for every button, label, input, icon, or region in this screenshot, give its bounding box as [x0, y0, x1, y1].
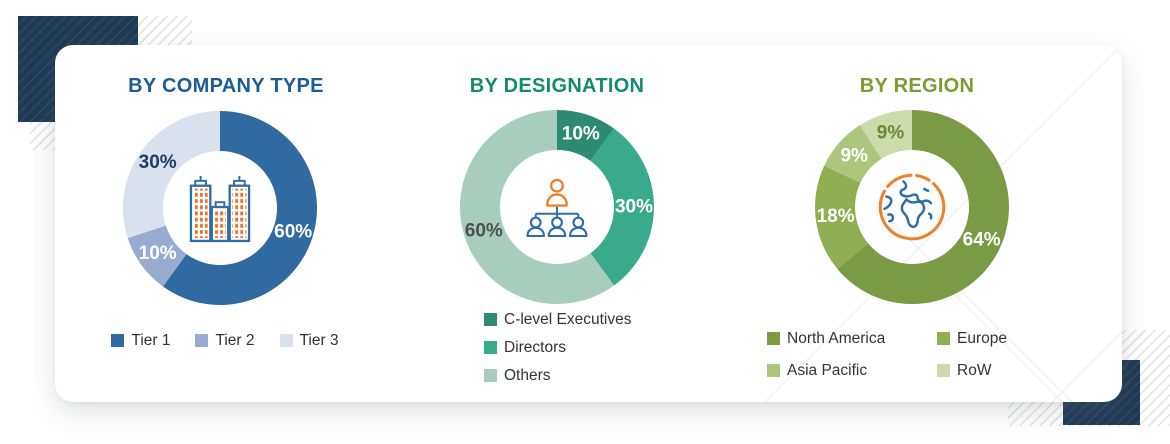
legend-item-europe: Europe [937, 330, 1077, 347]
slice-percent-label-c-level-executives: 10% [562, 123, 600, 144]
slice-percent-label-others: 60% [465, 220, 503, 241]
legend-item-tier-2: Tier 2 [195, 332, 255, 349]
legend-by-region: North America Europe Asia Pacific RoW [767, 330, 1077, 379]
donut-slice-tier-2 [127, 225, 187, 287]
legend-by-company-type: Tier 1 Tier 2 Tier 3 [55, 332, 395, 349]
legend-item-north-america: North America [767, 330, 937, 347]
donut-slice-c-level-executives [557, 110, 615, 161]
donut-chart-by-designation: 10% 30% 60% [459, 110, 654, 304]
slice-percent-label-north-america: 64% [963, 229, 1001, 250]
chart-title-by-designation: BY DESIGNATION [469, 75, 645, 97]
legend-label: Europe [957, 330, 1007, 347]
legend-item-c-level-executives: C-level Executives [484, 311, 632, 328]
donut-slice-asia-pacific [824, 125, 882, 183]
donut-slice-others [459, 110, 615, 304]
legend-swatch [937, 332, 950, 345]
legend-item-tier-3: Tier 3 [279, 332, 339, 349]
chart-title-by-company-type: BY COMPANY TYPE [128, 75, 324, 97]
slice-percent-label-tier-3: 30% [139, 152, 177, 173]
slice-percent-label-directors: 30% [615, 197, 653, 218]
donut-chart-by-company-type: 60% 10% 30% [123, 111, 318, 305]
legend-swatch [937, 364, 950, 377]
legend-swatch [484, 313, 497, 326]
slice-percent-label-tier-1: 60% [274, 221, 312, 242]
legend-swatch [767, 364, 780, 377]
charts-card: BY COMPANY TYPE BY DESIGNATION BY REGION… [55, 45, 1122, 402]
legend-item-asia-pacific: Asia Pacific [767, 362, 937, 379]
legend-swatch [195, 334, 209, 347]
legend-label: Others [504, 367, 551, 384]
legend-label: Tier 1 [131, 332, 171, 349]
donut-slice-europe [814, 165, 869, 269]
legend-swatch [484, 341, 497, 354]
legend-label: C-level Executives [504, 311, 632, 328]
legend-swatch [279, 334, 293, 347]
legend-swatch [767, 332, 780, 345]
chart-title-by-region: BY REGION [859, 75, 975, 97]
donut-slice-directors [590, 128, 654, 286]
legend-item-row: RoW [937, 362, 1077, 379]
donut-slice-tier-1 [162, 111, 318, 305]
legend-label: North America [787, 330, 886, 347]
legend-swatch [111, 334, 125, 347]
legend-label: Directors [504, 339, 567, 356]
slice-percent-label-asia-pacific: 9% [840, 146, 868, 167]
donut-chart-by-region: 64% 18% 9% 9% [814, 110, 1009, 304]
legend-item-tier-1: Tier 1 [111, 332, 170, 349]
donut-slice-north-america [837, 110, 1009, 304]
legend-by-designation: C-level Executives Directors Others [484, 311, 632, 384]
legend-label: Asia Pacific [787, 362, 868, 379]
legend-item-others: Others [484, 367, 632, 384]
donut-slice-row [860, 110, 912, 159]
legend-label: Tier 3 [299, 332, 339, 349]
donut-slice-tier-3 [123, 111, 220, 238]
legend-label: RoW [957, 362, 992, 379]
legend-swatch [484, 369, 497, 382]
slice-percent-label-row: 9% [877, 123, 905, 144]
slice-percent-label-europe: 18% [817, 206, 855, 227]
legend-item-directors: Directors [484, 339, 632, 356]
slice-percent-label-tier-2: 10% [139, 243, 177, 264]
legend-label: Tier 2 [215, 332, 255, 349]
